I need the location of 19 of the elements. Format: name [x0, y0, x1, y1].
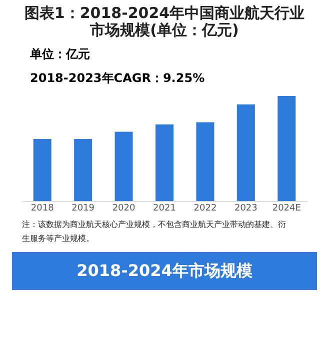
bar [114, 132, 133, 201]
x-tick-label: 2020 [112, 204, 136, 214]
x-tick-label: 2023 [234, 204, 258, 214]
x-tick-label: 2021 [153, 204, 176, 214]
bar [156, 124, 174, 201]
x-tick-label: 2019 [72, 204, 95, 214]
text: 注：该数据为商业航天核心产业规模，不包含商业航天产业带动的基建、衍生服务等产业规模。 [22, 220, 286, 243]
bar [278, 96, 296, 201]
x-tick-label: 2022 [194, 204, 217, 214]
bar [74, 139, 92, 201]
chart-title: 图表1：2018-2024年中国商业航天行业市场规模(单位：亿元) [24, 4, 305, 39]
text: 2018-2024年市场规模 [76, 261, 252, 280]
x-tick-label: 2018 [30, 204, 54, 214]
bar [236, 104, 255, 201]
bar [196, 122, 214, 201]
text: 2018-2023年CAGR：9.25% [30, 71, 205, 85]
bar [33, 139, 52, 201]
x-tick-label: 2024E [272, 204, 302, 214]
text: 单位：亿元 [29, 47, 90, 61]
